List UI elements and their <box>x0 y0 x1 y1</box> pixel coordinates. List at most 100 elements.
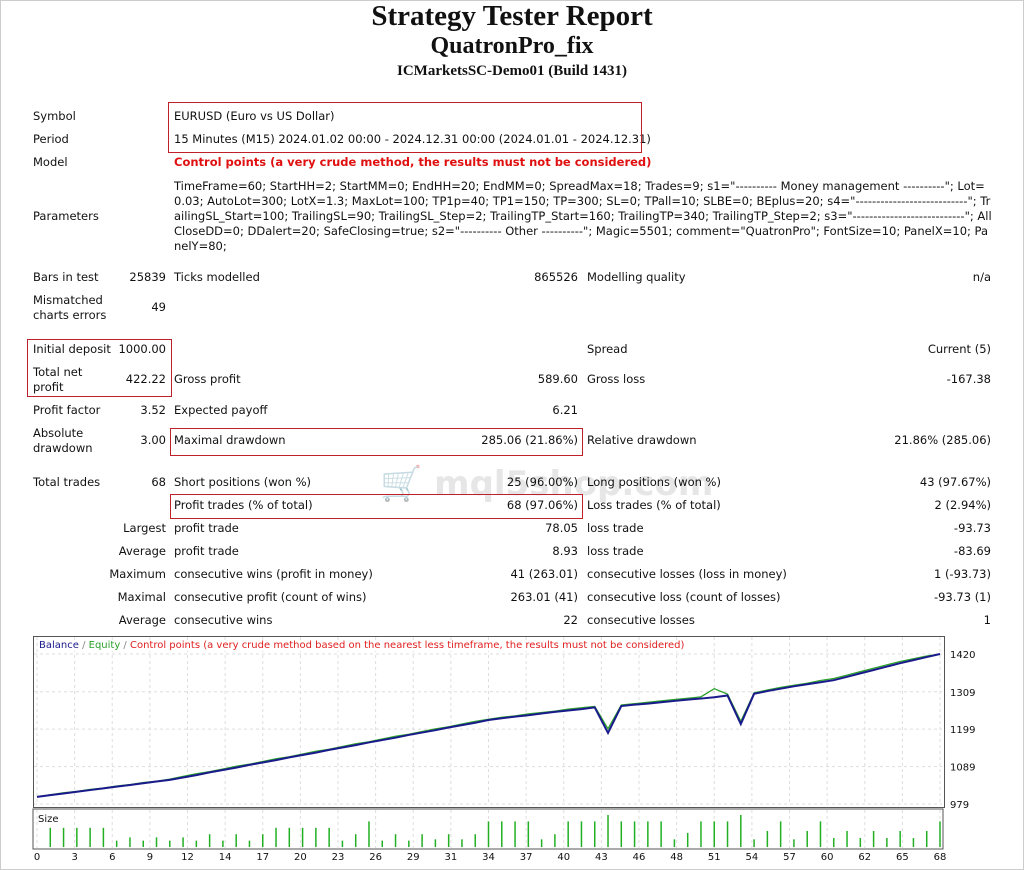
parameters-value: TimeFrame=60; StartHH=2; StartMM=0; EndH… <box>174 179 992 253</box>
largest-profit-label: profit trade <box>174 521 239 535</box>
period-label: Period <box>33 132 69 146</box>
average-profit-value: 8.93 <box>552 544 578 558</box>
max-consec-losses-label: consecutive losses (loss in money) <box>587 567 787 581</box>
profit-trades-value: 68 (97.06%) <box>506 498 578 512</box>
average2-label: Average <box>118 613 166 627</box>
gross-profit-label: Gross profit <box>174 372 241 386</box>
highlight-box <box>170 494 583 519</box>
avg-consec-wins-value: 22 <box>563 613 578 627</box>
size-label: Size <box>38 814 59 825</box>
mismatch-label-2: charts errors <box>33 308 107 322</box>
x-tick-label: 48 <box>670 852 683 863</box>
legend-sep: / <box>120 640 130 651</box>
legend-balance: Balance <box>39 640 79 651</box>
spread-label: Spread <box>587 342 628 356</box>
x-tick-label: 17 <box>256 852 269 863</box>
short-value: 25 (96.00%) <box>506 475 578 489</box>
x-tick-label: 54 <box>746 852 759 863</box>
deposit-label: Initial deposit <box>33 342 111 356</box>
avg-consec-losses-label: consecutive losses <box>587 613 695 627</box>
x-tick-label: 12 <box>181 852 194 863</box>
y-tick-label: 1089 <box>950 763 975 774</box>
highlight-box <box>170 428 583 456</box>
max-consec-losses-value: 1 (-93.73) <box>933 567 991 581</box>
loss-trades-label: Loss trades (% of total) <box>587 498 721 512</box>
rel-drawdown-label: Relative drawdown <box>587 433 697 447</box>
balance-line <box>36 653 941 798</box>
largest-loss-value: -93.73 <box>953 521 991 535</box>
parameters-label: Parameters <box>33 209 99 223</box>
x-tick-label: 46 <box>633 852 646 863</box>
maximum-label: Maximum <box>109 567 166 581</box>
x-tick-label: 65 <box>896 852 909 863</box>
deposit-value: 1000.00 <box>118 342 166 356</box>
abs-drawdown-label: Absolute <box>33 426 84 440</box>
model-label: Model <box>33 155 68 169</box>
server-name: ICMarketsSC-Demo01 (Build 1431) <box>397 63 627 79</box>
average-label: Average <box>118 544 166 558</box>
x-tick-label: 6 <box>109 852 115 863</box>
max-drawdown-value: 285.06 (21.86%) <box>481 433 578 447</box>
symbol-label: Symbol <box>33 109 76 123</box>
gross-loss-value: -167.38 <box>946 372 991 386</box>
average-loss-value: -83.69 <box>953 544 991 558</box>
net-profit-value: 422.22 <box>125 372 166 386</box>
largest-loss-label: loss trade <box>587 521 644 535</box>
max-consec-profit-label: consecutive profit (count of wins) <box>174 590 367 604</box>
avg-consec-losses-value: 1 <box>983 613 991 627</box>
x-tick-label: 68 <box>934 852 947 863</box>
x-tick-label: 51 <box>708 852 721 863</box>
quality-label: Modelling quality <box>587 270 686 284</box>
mismatch-label: Mismatched <box>33 293 103 307</box>
period-value: 15 Minutes (M15) 2024.01.02 00:00 - 2024… <box>174 132 651 146</box>
x-tick-label: 29 <box>407 852 420 863</box>
x-tick-label: 26 <box>369 852 382 863</box>
x-tick-label: 14 <box>219 852 232 863</box>
bars-label: Bars in test <box>33 270 99 284</box>
bars-value: 25839 <box>129 270 166 284</box>
average-profit-label: profit trade <box>174 544 239 558</box>
mismatch-value: 49 <box>151 300 166 314</box>
long-label: Long positions (won %) <box>587 475 721 489</box>
y-tick-label: 1199 <box>950 725 975 736</box>
legend-equity: Equity <box>88 640 121 651</box>
gross-loss-label: Gross loss <box>587 372 646 386</box>
highlight-box <box>168 102 642 153</box>
gross-profit-value: 589.60 <box>537 372 578 386</box>
largest-label: Largest <box>123 521 166 535</box>
max-consec-wins-label: consecutive wins (profit in money) <box>174 567 373 581</box>
report-title: Strategy Tester Report <box>371 0 653 32</box>
expected-payoff-label: Expected payoff <box>174 403 268 417</box>
ticks-value: 865526 <box>534 270 578 284</box>
net-profit-label-2: profit <box>33 380 64 394</box>
y-tick-label: 979 <box>950 800 969 811</box>
spread-value: Current (5) <box>927 342 991 356</box>
x-tick-label: 60 <box>821 852 834 863</box>
balance-chart: Balance / Equity / Control points (a ver… <box>33 636 945 808</box>
legend-note: Control points (a very crude method base… <box>129 640 685 651</box>
max-consec-loss-label: consecutive loss (count of losses) <box>587 590 781 604</box>
ticks-label: Ticks modelled <box>174 270 260 284</box>
x-tick-label: 3 <box>71 852 77 863</box>
rel-drawdown-value: 21.86% (285.06) <box>894 433 991 447</box>
max-consec-loss-value: -93.73 (1) <box>933 590 991 604</box>
highlight-box <box>27 339 172 397</box>
size-chart-frame <box>32 808 944 850</box>
max-drawdown-label: Maximal drawdown <box>174 433 286 447</box>
loss-trades-value: 2 (2.94%) <box>934 498 991 512</box>
quality-value: n/a <box>972 270 991 284</box>
legend-sep: / <box>78 640 89 651</box>
net-profit-label: Total net <box>33 365 83 379</box>
expected-payoff-value: 6.21 <box>552 403 578 417</box>
profit-factor-label: Profit factor <box>33 403 101 417</box>
x-tick-label: 57 <box>783 852 796 863</box>
max-consec-wins-value: 41 (263.01) <box>510 567 578 581</box>
max-consec-profit-value: 263.01 (41) <box>510 590 578 604</box>
expert-name: QuatronPro_fix <box>430 33 594 59</box>
long-value: 43 (97.67%) <box>919 475 991 489</box>
x-tick-label: 40 <box>557 852 570 863</box>
symbol-value: EURUSD (Euro vs US Dollar) <box>174 109 335 123</box>
profit-trades-label: Profit trades (% of total) <box>174 498 313 512</box>
y-tick-label: 1420 <box>950 650 975 661</box>
x-tick-label: 34 <box>482 852 495 863</box>
